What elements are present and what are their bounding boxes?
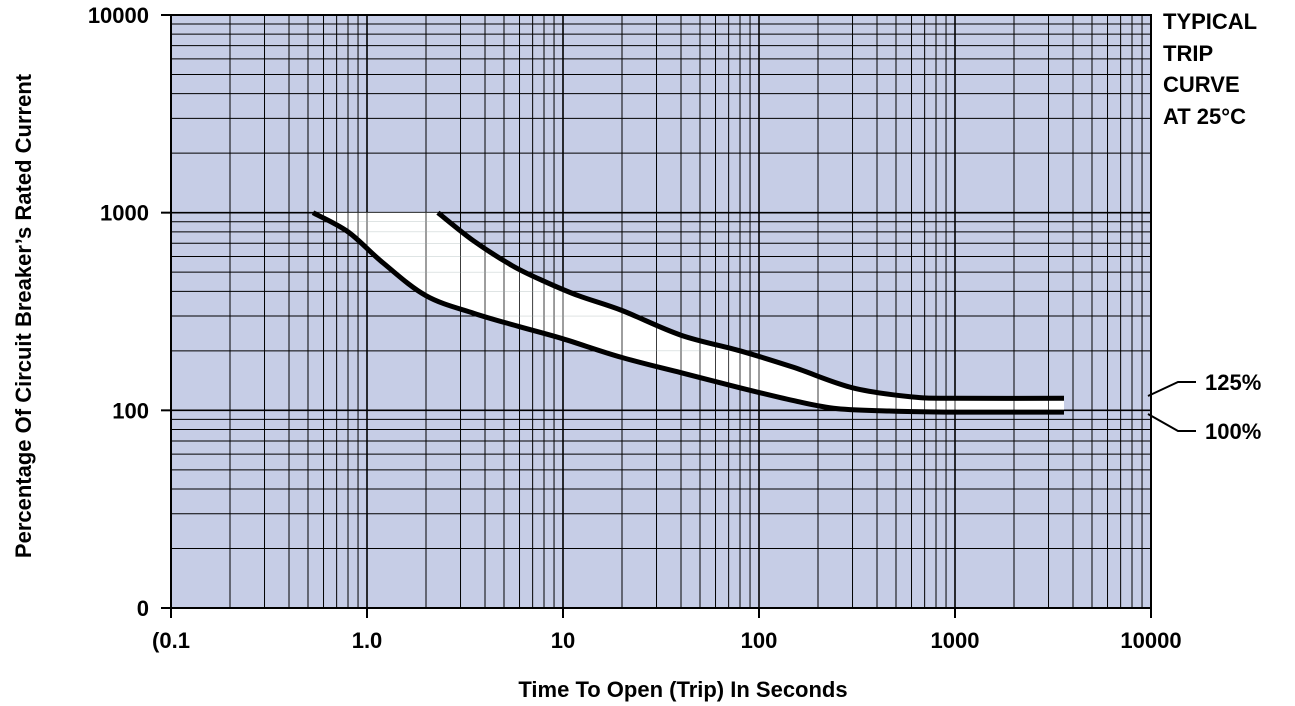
y-tick-label: 1000	[100, 201, 149, 226]
x-tick-label: (0.1	[152, 628, 190, 653]
side-title-line-2: TRIP	[1163, 41, 1213, 66]
y-axis-title: Percentage Of Circuit Breaker’s Rated Cu…	[11, 73, 36, 558]
y-tick-label: 100	[112, 398, 149, 423]
x-tick-label: 1.0	[352, 628, 383, 653]
trip-band	[313, 212, 1064, 413]
side-title: TYPICAL TRIP CURVE AT 25°C	[1163, 9, 1257, 129]
side-title-line-1: TYPICAL	[1163, 9, 1257, 34]
side-title-line-4: AT 25°C	[1163, 104, 1246, 129]
plot-border	[170, 14, 1152, 609]
y-tick-label: 0	[137, 596, 149, 621]
callout-125-leader	[1147, 381, 1196, 397]
callout-100: 100%	[1147, 413, 1261, 444]
x-axis-title: Time To Open (Trip) In Seconds	[518, 677, 847, 702]
x-tick-label: 1000	[931, 628, 980, 653]
callout-125-label: 125%	[1205, 370, 1261, 395]
x-tick-label: 10000	[1120, 628, 1181, 653]
callout-125: 125%	[1147, 370, 1261, 397]
side-title-line-3: CURVE	[1163, 72, 1240, 97]
plot-background	[171, 15, 1151, 608]
lower-trip-curve	[311, 210, 1065, 415]
x-tick-label: 10	[551, 628, 575, 653]
x-tick-label: 100	[741, 628, 778, 653]
upper-trip-curve	[436, 210, 1065, 401]
callout-100-label: 100%	[1205, 419, 1261, 444]
callout-100-leader	[1147, 413, 1196, 432]
y-tick-label: 10000	[88, 3, 149, 28]
